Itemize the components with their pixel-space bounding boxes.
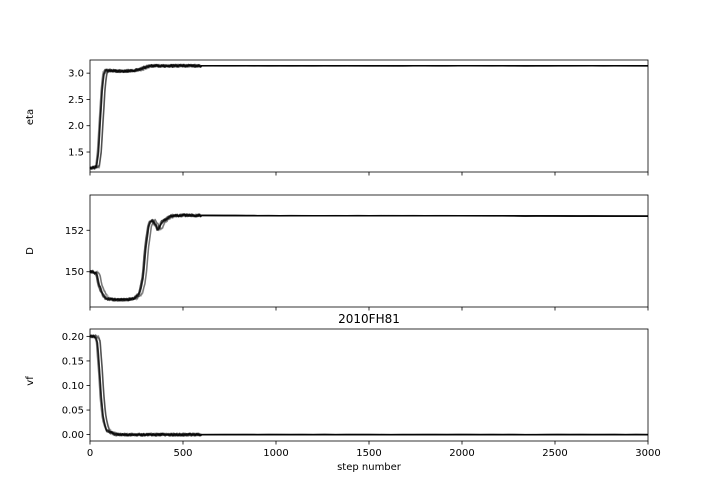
eta-walker-line [89, 63, 648, 170]
vf-plot-frame [89, 328, 649, 442]
vf-ytick-label: 0.10 [62, 381, 84, 392]
eta-walker-line [89, 63, 648, 170]
eta-walker-line [90, 63, 648, 170]
D-ytick-label: 152 [65, 226, 84, 237]
D-walker-line [89, 213, 648, 302]
D-walker-line [89, 213, 649, 302]
D-walker-line [89, 213, 648, 302]
vf-walker-line [89, 334, 649, 437]
D-axis-label: D [25, 247, 36, 255]
vf-walker-line [89, 334, 649, 437]
D-walker-line [89, 213, 649, 302]
D-walker-line [89, 213, 649, 302]
D-ytick-label: 150 [65, 267, 84, 278]
xtick-label: 3000 [635, 448, 660, 459]
vf-ytick-label: 0.05 [62, 406, 84, 417]
vf-ytick-label: 0.20 [62, 332, 84, 343]
eta-walker-line [89, 63, 648, 169]
D-walker-line [89, 213, 649, 302]
vf-walker-line [89, 335, 648, 437]
eta-ytick-label: 1.5 [68, 148, 84, 159]
D-walker-line [89, 213, 648, 302]
vf-ytick-label: 0.00 [62, 430, 84, 441]
chart-title: 2010FH81 [338, 312, 400, 326]
eta-walker-line [89, 63, 649, 170]
vf-walker-line [89, 334, 649, 437]
panel-D: D 150 152 [25, 194, 649, 311]
xtick-label: 500 [173, 448, 192, 459]
xtick-label: 0 [87, 448, 93, 459]
eta-axis-label: eta [25, 109, 36, 125]
eta-walker-line [89, 63, 649, 169]
x-axis-label: step number [337, 462, 402, 473]
D-walker-line [89, 213, 649, 302]
D-plot-frame [89, 194, 649, 308]
xtick-label: 1000 [263, 448, 288, 459]
eta-walker-line [89, 63, 649, 170]
vf-walker-line [89, 334, 649, 437]
eta-walker-line [89, 63, 649, 170]
xtick-label: 1500 [356, 448, 381, 459]
vf-axis-label: vf [25, 376, 36, 386]
xtick-label: 2500 [542, 448, 567, 459]
eta-ytick-label: 2.5 [68, 95, 84, 106]
D-walker-traces [89, 213, 649, 302]
vf-walker-line [89, 334, 648, 437]
xtick-label: 2000 [449, 448, 474, 459]
vf-walker-line [89, 334, 649, 437]
panel-vf: 2010FH81 vf step number 0.00 0.05 0.10 0.15… [25, 312, 661, 473]
D-walker-line [89, 213, 648, 302]
D-walker-line [89, 213, 649, 302]
vf-walker-line [89, 334, 649, 437]
eta-ytick-label: 2.0 [68, 121, 84, 132]
eta-walker-line [89, 63, 649, 170]
eta-walker-line [89, 63, 649, 170]
eta-walker-traces [89, 63, 649, 170]
eta-plot-frame [89, 59, 649, 173]
vf-walker-line [89, 334, 648, 437]
vf-walker-traces [89, 334, 649, 437]
vf-ytick-label: 0.15 [62, 356, 84, 367]
panel-eta: eta 1.5 2.0 2.5 3.0 [25, 59, 649, 176]
vf-walker-line [89, 334, 649, 437]
eta-ytick-label: 3.0 [68, 69, 84, 80]
